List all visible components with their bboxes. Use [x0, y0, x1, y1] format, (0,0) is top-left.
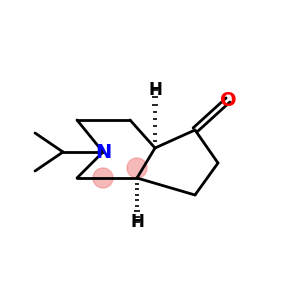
Circle shape	[93, 168, 113, 188]
Text: N: N	[95, 142, 111, 161]
Text: H: H	[148, 81, 162, 99]
Text: H: H	[130, 213, 144, 231]
Circle shape	[127, 158, 147, 178]
Text: O: O	[220, 91, 236, 110]
